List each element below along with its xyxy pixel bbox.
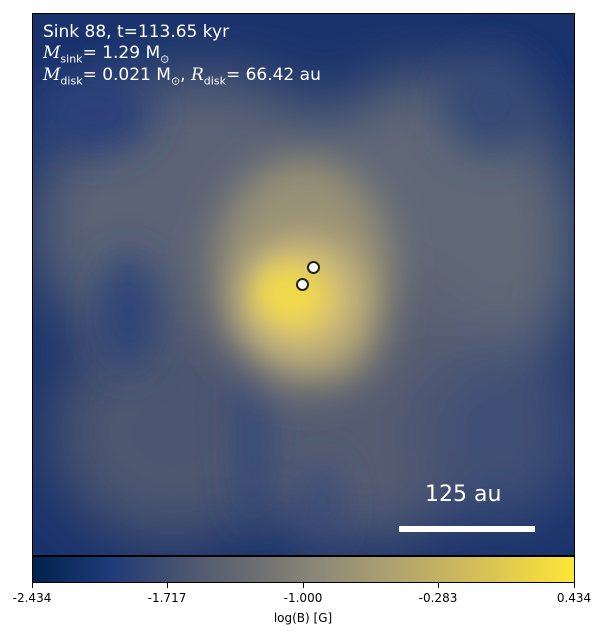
sink-marker-2 xyxy=(296,278,309,291)
mdisk-unit-subscript: ⊙ xyxy=(170,74,181,88)
colorbar-tick-label: -2.434 xyxy=(12,591,52,605)
colorbar-tick xyxy=(167,583,168,588)
colorbar-tick-label: 0.434 xyxy=(556,591,592,605)
msink-subscript: sink xyxy=(60,52,83,66)
mdisk-subscript: disk xyxy=(60,74,83,88)
mdisk-value: = 0.021 M xyxy=(82,65,171,85)
sink-time-label: Sink 88, t=113.65 kyr xyxy=(43,22,230,42)
disk-properties-label: Mdisk= 0.021 M⊙, Rdisk= 66.42 au xyxy=(43,65,321,87)
colorbar-tick xyxy=(574,583,575,588)
scalebar xyxy=(399,526,535,532)
colorbar-label: log(B) [G] xyxy=(273,611,333,625)
colorbar-tick xyxy=(438,583,439,588)
scalebar-label: 125 au xyxy=(425,482,502,507)
colorbar-tick-label: -1.717 xyxy=(147,591,187,605)
rdisk-symbol: R xyxy=(190,65,204,85)
colorbar xyxy=(32,556,575,583)
msink-symbol: M xyxy=(43,43,61,63)
magnetic-field-map: Sink 88, t=113.65 kyr Msink= 1.29 M⊙ Mdi… xyxy=(32,13,575,556)
colorbar-tick xyxy=(32,583,33,588)
colorbar-tick xyxy=(303,583,304,588)
mdisk-symbol: M xyxy=(43,65,61,85)
rdisk-subscript: disk xyxy=(203,74,226,88)
colorbar-tick-label: -0.283 xyxy=(418,591,458,605)
rdisk-value: = 66.42 au xyxy=(225,65,321,85)
sink-mass-label: Msink= 1.29 M⊙ xyxy=(43,43,169,65)
msink-unit-subscript: ⊙ xyxy=(160,52,170,66)
colorbar-tick-label: -1.000 xyxy=(283,591,323,605)
mdisk-separator: , xyxy=(180,65,191,85)
sink-marker-1 xyxy=(307,261,320,274)
field-image xyxy=(33,14,574,555)
msink-value: = 1.29 M xyxy=(82,43,161,63)
